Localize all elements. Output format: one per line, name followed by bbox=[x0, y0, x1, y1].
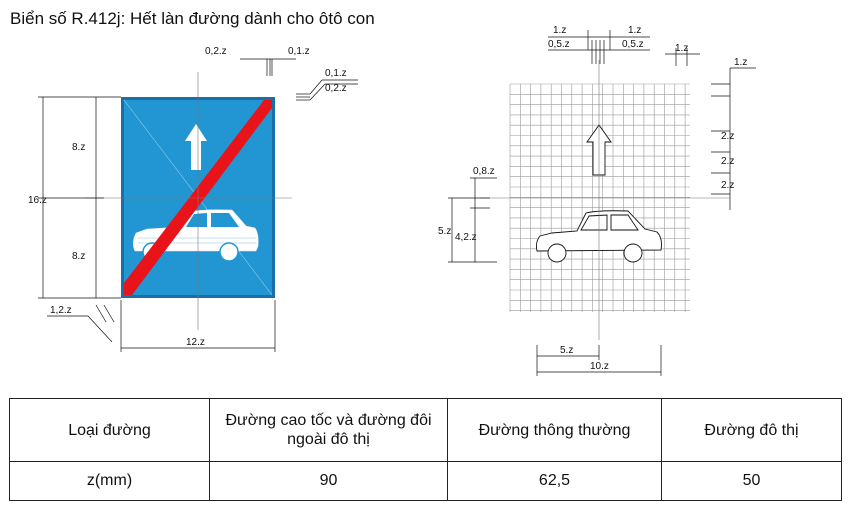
up-arrow-icon bbox=[185, 124, 207, 170]
dim-top-border-a: 0,2.z bbox=[205, 46, 227, 57]
dim-side-2b: 2.z bbox=[721, 156, 734, 167]
table-row-label: z(mm) bbox=[9, 461, 210, 501]
dim-left-08: 0,8.z bbox=[473, 166, 495, 177]
table-cell: 90 bbox=[209, 461, 448, 501]
left-dimension-lines bbox=[38, 58, 358, 352]
dim-top-05a: 0,5.z bbox=[548, 39, 570, 50]
table-cell: 62,5 bbox=[447, 461, 662, 501]
dim-corner-b: 0,2.z bbox=[325, 83, 347, 94]
table-header-cell: Loại đường bbox=[9, 398, 210, 462]
dim-upper-half: 8.z bbox=[72, 142, 85, 153]
dim-side-1: 1.z bbox=[734, 57, 747, 68]
dim-left-5: 5.z bbox=[438, 226, 451, 237]
dim-top-1c: 1.z bbox=[675, 43, 688, 54]
dim-lower-half: 8.z bbox=[72, 251, 85, 262]
dim-total-width: 12.z bbox=[186, 337, 205, 348]
dim-side-2c: 2.z bbox=[721, 180, 734, 191]
table-row: z(mm) 90 62,5 50 bbox=[9, 461, 842, 501]
table-header-row: Loại đường Đường cao tốc và đường đôi ng… bbox=[9, 398, 842, 462]
dim-top-05b: 0,5.z bbox=[622, 39, 644, 50]
right-dimension-lines bbox=[448, 30, 756, 376]
dim-top-1a: 1.z bbox=[553, 25, 566, 36]
table-cell: 50 bbox=[661, 461, 842, 501]
page-title: Biển số R.412j: Hết làn đường dành cho ô… bbox=[10, 9, 375, 28]
dim-top-border-b: 0,1.z bbox=[288, 46, 310, 57]
dim-bottom-10: 10.z bbox=[590, 361, 609, 372]
dim-top-1b: 1.z bbox=[628, 25, 641, 36]
table-header-cell: Đường đô thị bbox=[661, 398, 842, 462]
table-header-cell: Đường thông thường bbox=[447, 398, 662, 462]
dim-side-2a: 2.z bbox=[721, 131, 734, 142]
dim-left-42: 4,2.z bbox=[455, 232, 477, 243]
dim-corner-a: 0,1.z bbox=[325, 68, 347, 79]
dim-margin: 1,2.z bbox=[50, 305, 72, 316]
z-value-table: Loại đường Đường cao tốc và đường đôi ng… bbox=[9, 398, 842, 501]
dim-bottom-5: 5.z bbox=[560, 345, 573, 356]
table-header-cell: Đường cao tốc và đường đôi ngoài đô thị bbox=[209, 398, 448, 462]
dim-total-height: 16.z bbox=[28, 195, 47, 206]
